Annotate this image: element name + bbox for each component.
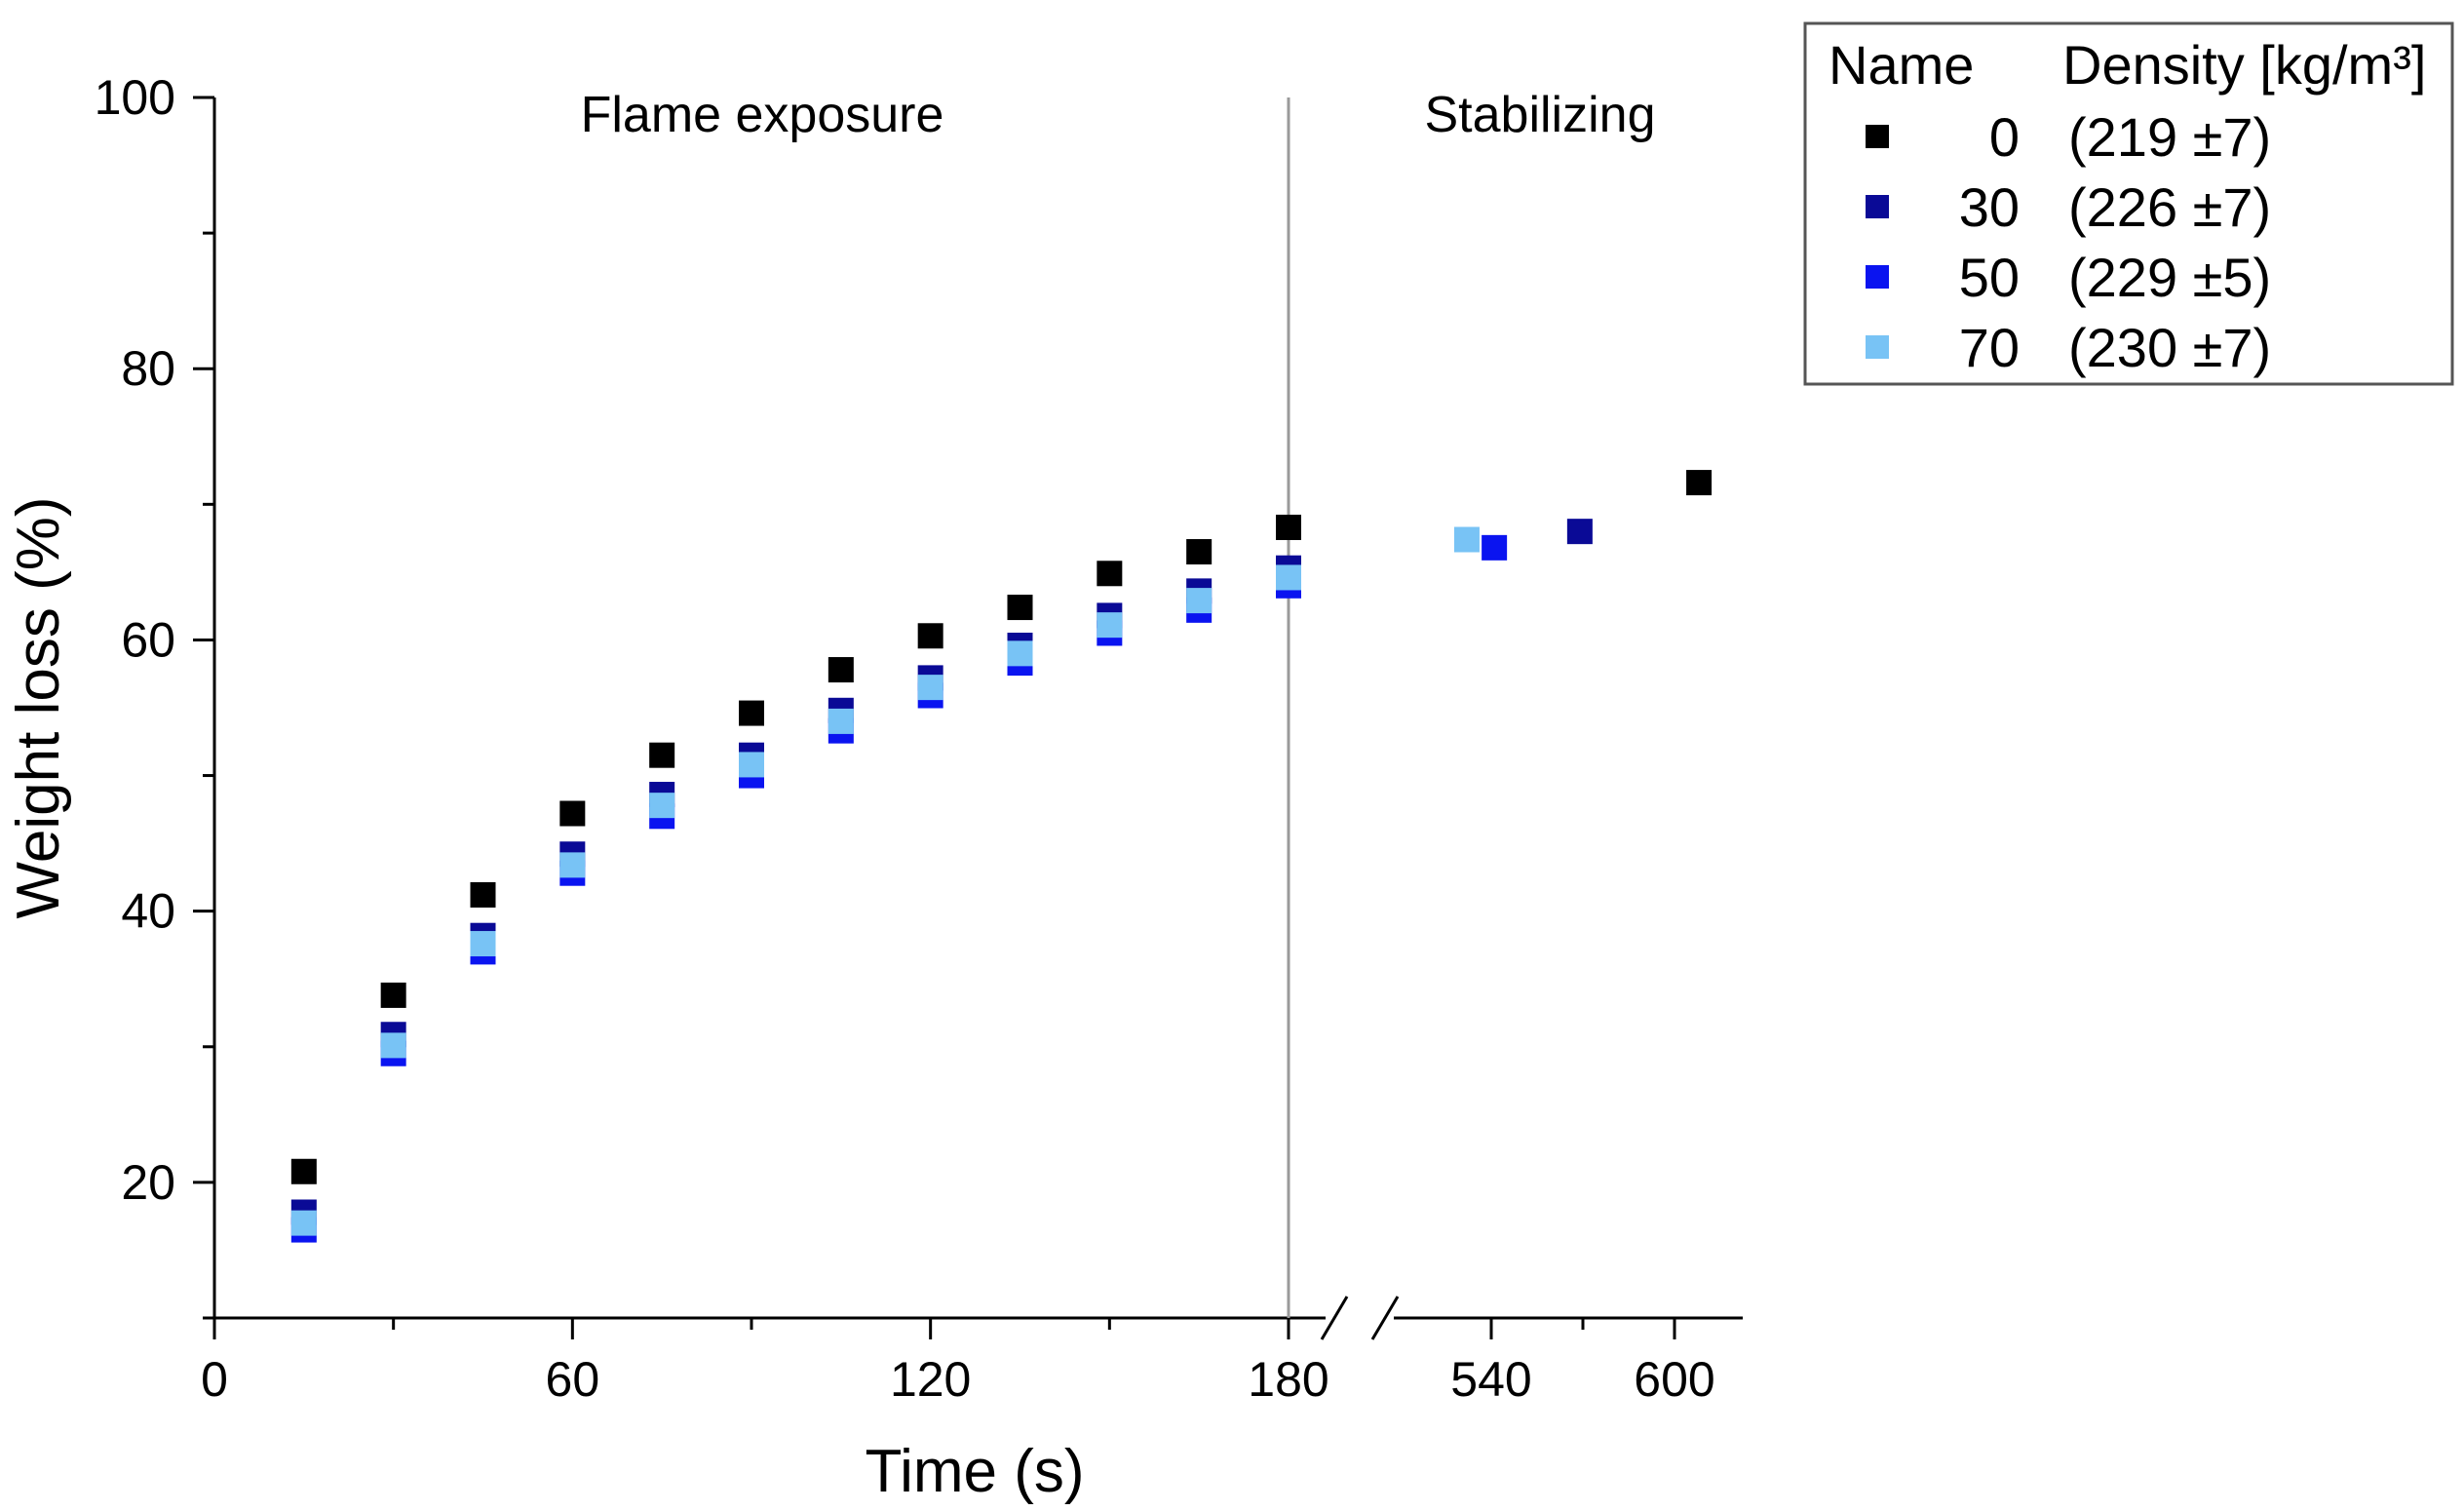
data-point-series-0 [1097, 561, 1123, 587]
axis-break-mark-left [1320, 1296, 1349, 1340]
data-point-series-0 [828, 657, 854, 683]
legend-series-density: (230 ±7) [2068, 317, 2271, 378]
y-axis-title: Weight loss (%) [5, 497, 72, 919]
legend-series-name: 0 [1989, 106, 2020, 168]
y-tick-label: 40 [121, 884, 175, 939]
data-point-series-70 [739, 752, 764, 778]
legend-series-name: 30 [1959, 176, 2020, 238]
legend-series-name: 50 [1959, 247, 2020, 308]
y-tick-label: 80 [121, 341, 175, 396]
data-point-series-0 [290, 1158, 317, 1184]
data-point-series-50 [1482, 534, 1508, 561]
data-point-series-70 [828, 708, 854, 734]
data-point-series-70 [649, 793, 675, 819]
y-tick-label: 20 [121, 1155, 175, 1210]
data-point-series-0 [917, 623, 943, 649]
x-tick-label: 60 [546, 1352, 600, 1407]
legend-series-density: (219 ±7) [2068, 106, 2271, 168]
data-point-series-0 [1276, 514, 1301, 540]
x-axis-title: Time (s) [866, 1438, 1085, 1505]
data-point-series-0 [470, 881, 496, 908]
data-point-series-70 [559, 852, 586, 878]
data-point-series-0 [1186, 539, 1213, 565]
data-point-series-70 [1007, 640, 1033, 667]
data-point-series-0 [649, 742, 675, 768]
legend-marker-70 [1866, 335, 1889, 359]
data-point-series-0 [559, 800, 586, 827]
y-tick-label: 60 [121, 612, 175, 667]
data-point-series-0 [380, 982, 406, 1008]
data-point-series-70 [1453, 526, 1480, 553]
legend-marker-0 [1866, 125, 1889, 148]
data-point-series-70 [290, 1210, 317, 1236]
data-point-series-70 [1186, 588, 1213, 614]
data-point-series-70 [1097, 612, 1123, 639]
x-tick-label: 180 [1248, 1352, 1328, 1407]
region-label-flame-exposure: Flame exposure [581, 87, 944, 143]
legend-box [1803, 21, 2454, 386]
data-point-series-70 [380, 1032, 406, 1059]
legend: Name Density [kg/m³] 0 (219 ±7) 30 (226 ±7)… [1803, 21, 2454, 386]
data-point-series-70 [470, 931, 496, 957]
legend-header-name: Name [1829, 34, 1974, 96]
data-point-series-0 [1007, 595, 1033, 621]
x-tick-label: 540 [1450, 1352, 1531, 1407]
x-tick-label: 600 [1634, 1352, 1714, 1407]
y-tick-label: 100 [95, 70, 175, 125]
data-point-series-30 [1566, 519, 1593, 545]
data-point-series-0 [1686, 470, 1713, 496]
axis-break-mark-right [1370, 1296, 1400, 1340]
legend-marker-50 [1866, 265, 1889, 289]
data-point-series-0 [739, 700, 764, 726]
legend-series-density: (229 ±5) [2068, 247, 2271, 308]
legend-series-density: (226 ±7) [2068, 176, 2271, 238]
region-label-stabilizing: Stabilizing [1424, 87, 1655, 143]
x-tick-label: 0 [201, 1352, 228, 1407]
legend-marker-30 [1866, 195, 1889, 218]
x-tick-label: 120 [890, 1352, 971, 1407]
legend-header-density: Density [kg/m³] [2062, 34, 2426, 96]
data-point-series-70 [1276, 564, 1301, 591]
legend-series-name: 70 [1959, 317, 2020, 378]
data-point-series-70 [917, 675, 943, 701]
